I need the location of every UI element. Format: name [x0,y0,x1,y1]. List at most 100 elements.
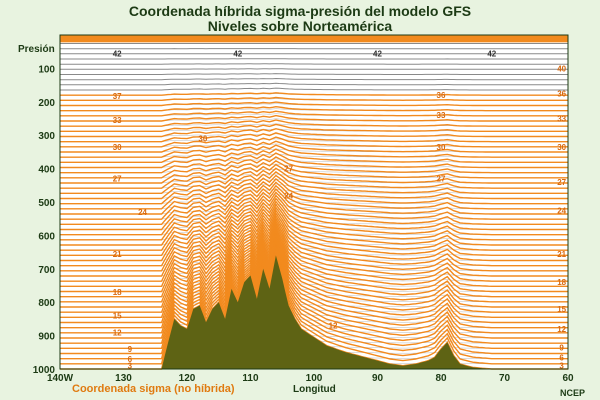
level-label: 21 [113,250,122,259]
model-level-line [60,235,568,313]
model-level-line [60,167,568,189]
model-level-line [60,170,568,194]
model-level-line [60,188,568,220]
level-label: 6 [128,355,133,364]
model-level-line [60,228,568,298]
model-level-line [60,140,568,153]
y-tick-label: 700 [38,265,55,276]
level-label: 21 [557,250,566,259]
model-level-line [60,240,568,329]
model-level-line [60,82,568,86]
y-tick-label: 300 [38,131,55,142]
level-label: 33 [557,115,566,124]
model-level-line [60,92,568,96]
model-level-line [60,216,568,272]
model-level-line [60,245,568,344]
level-label: 27 [557,178,566,187]
level-label: 33 [437,111,446,120]
x-tick-label: 80 [435,373,447,384]
level-label: 42 [373,49,382,58]
model-level-line [60,226,568,293]
model-level-line [60,242,568,334]
model-level-line [60,163,568,184]
model-level-line [60,219,568,277]
x-tick-label: 120 [179,373,196,384]
x-tick-label: 60 [562,373,574,384]
top-levels-band [60,35,568,43]
model-level-line [60,73,568,75]
level-label: 30 [113,143,122,152]
chart-subtitle: Niveles sobre Norteamérica [207,18,393,34]
level-label: 42 [487,49,496,58]
level-label: 33 [113,116,122,125]
x-tick-label: 90 [372,373,384,384]
y-tick-label: 600 [38,231,55,242]
level-label: 42 [113,49,122,58]
level-label: 12 [113,328,122,337]
level-label: 27 [284,165,293,174]
level-label: 12 [329,322,338,331]
model-level-line [60,178,568,205]
model-level-line [60,211,568,262]
level-label: 18 [557,278,566,287]
level-label: 3 [559,362,564,371]
model-level-line [60,68,568,70]
level-label: 15 [113,312,122,321]
credit-ncep: NCEP [560,388,586,398]
level-label: 30 [198,135,207,144]
model-level-line [60,214,568,267]
model-level-line [60,152,568,169]
x-tick-label: 100 [306,373,323,384]
model-level-line [60,248,568,355]
model-level-line [60,105,568,112]
y-axis-label: Presión [18,44,55,55]
level-label: 27 [113,175,122,184]
plot-frame [59,34,569,370]
level-label: 27 [437,175,446,184]
level-label: 6 [559,353,564,362]
model-level-line [60,206,568,251]
level-label: 3 [128,362,133,371]
model-level-line [60,253,568,365]
model-level-line [60,224,568,287]
x-axis-label: Longitud [293,384,336,395]
model-level-line [60,237,568,318]
model-level-line [60,123,568,132]
level-label: 40 [557,64,566,73]
level-label: 37 [113,92,122,101]
model-level-line [60,144,568,158]
level-label: 9 [128,345,133,354]
y-tick-label: 200 [38,98,55,109]
model-level-line [60,148,568,163]
level-label: 30 [437,143,446,152]
x-tick-label: 140W [47,373,74,384]
model-level-line [60,181,568,210]
sigma-levels-orange [60,35,568,370]
model-level-line [60,200,568,241]
x-tick-label: 70 [499,373,511,384]
model-level-line [60,221,568,282]
y-axis-ticks: 100 200 300 400 500 600 700 800 900 1000 [33,64,56,376]
model-level-line [60,174,568,200]
level-label: 30 [557,143,566,152]
model-level-line [60,194,568,231]
y-tick-label: 900 [38,332,55,343]
level-label: 18 [113,288,122,297]
model-level-line [60,114,568,122]
level-label: 24 [284,191,293,200]
level-label: 12 [557,325,566,334]
level-label: 36 [437,91,446,100]
terrain-surface [60,255,568,369]
model-level-line [60,184,568,215]
level-label: 24 [138,208,147,217]
model-level-line [60,77,568,81]
level-label: 36 [557,89,566,98]
model-level-line [60,156,568,174]
model-level-line [60,197,568,236]
model-level-line [60,230,568,303]
model-level-line [60,127,568,138]
chart-title: Coordenada híbrida sigma-presión del mod… [128,3,472,19]
y-tick-label: 800 [38,298,55,309]
model-level-line [60,96,568,102]
